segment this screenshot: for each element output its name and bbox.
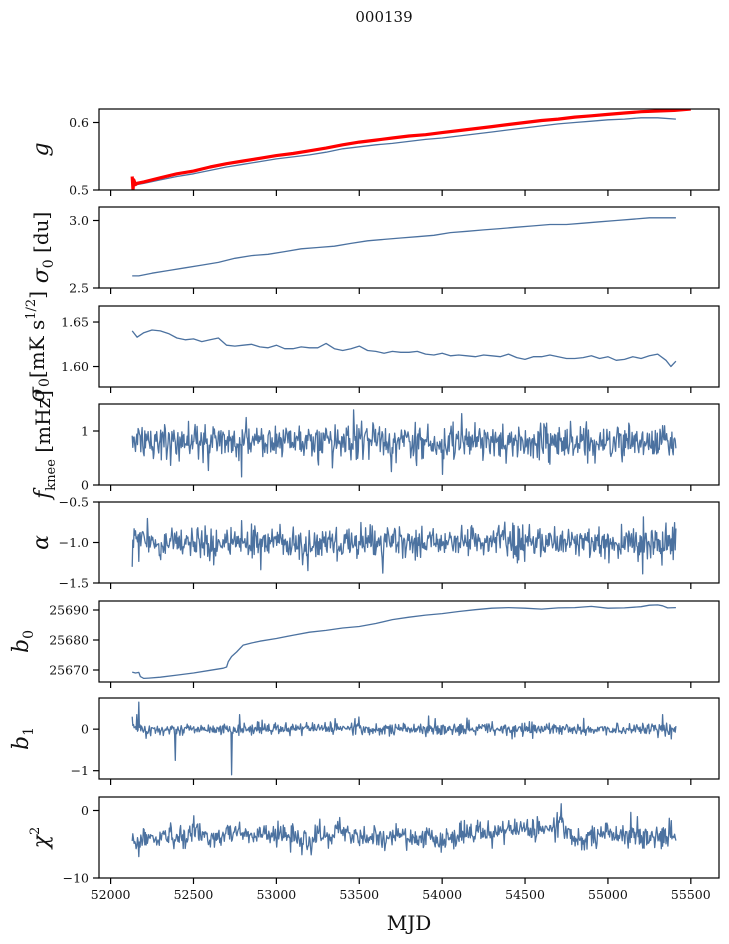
y-label-subscript: 0 [21, 630, 37, 639]
x-tick-label: 52000 [91, 887, 131, 902]
y-label-superscript: 2 [28, 827, 43, 835]
y-axis-label: b1 [9, 727, 37, 750]
panel-frame [98, 600, 720, 683]
y-tick-label: 1 [81, 424, 89, 439]
series-line-sigma0-mk [131, 329, 677, 368]
y-label-symbol: χ [29, 833, 54, 850]
series-line-b0 [132, 604, 676, 680]
y-label-units: [du] [29, 212, 53, 260]
y-label-subscript: 1 [21, 727, 37, 736]
y-label-superscript: 1/2 [24, 299, 39, 320]
panel-frame [98, 403, 720, 486]
y-label-symbol: b [9, 639, 34, 653]
y-tick-label: −10 [63, 871, 89, 886]
y-tick-label: −1 [71, 763, 89, 778]
y-label-symbol: b [9, 736, 34, 750]
y-label-symbol: σ [25, 386, 50, 402]
y-tick-label: −1.0 [59, 535, 89, 550]
series-line-fknee [131, 409, 677, 478]
y-axis-label: g [29, 142, 54, 156]
y-label-symbol: α [29, 535, 54, 550]
series-line-gain-red- [130, 109, 691, 190]
y-label-units: [mHz] [31, 390, 55, 459]
y-tick-label: 1.60 [61, 359, 89, 374]
y-tick-label: 25690 [49, 603, 89, 618]
y-axis-label: χ2 [28, 827, 54, 851]
figure-title: 000139 [355, 8, 412, 26]
x-tick-label: 54000 [422, 887, 462, 902]
y-axis-label: b0 [9, 630, 37, 653]
y-tick-label: 0 [81, 478, 89, 493]
y-label-subscript: knee [44, 459, 59, 491]
x-tick-label: 52500 [174, 887, 214, 902]
series-line-b1 [131, 701, 677, 776]
panel-frame [98, 108, 720, 191]
y-axis-label: σ0[mK s1/2] [24, 291, 53, 402]
y-tick-label: 0.5 [69, 183, 89, 198]
series-line-gain [132, 117, 676, 186]
y-tick-label: 0 [81, 722, 89, 737]
y-axis-label: α [29, 535, 54, 550]
y-tick-label: 0.6 [69, 115, 89, 130]
y-label-bracket: ] [25, 291, 49, 299]
y-label-subscript: 0 [41, 259, 57, 268]
panel-4: 0 1 fknee [mHz] [31, 390, 720, 501]
panel-1: 0.5 0.6 g [29, 108, 720, 198]
x-tick-label: 55500 [671, 887, 711, 902]
x-axis-label: MJD [387, 911, 432, 935]
y-axis-label: σ0 [du] [29, 212, 57, 284]
y-label-units: [mK s [25, 320, 49, 378]
y-tick-label: 25680 [49, 633, 89, 648]
panel-5: −1.5 −1.0 −0.5 α [29, 495, 720, 591]
y-tick-label: 25670 [49, 663, 89, 678]
y-label-symbol: σ [29, 267, 54, 283]
panel-2: 2.5 3.0 σ0 [du] [29, 206, 720, 296]
panel-6: 25670 25680 25690 b0 [9, 600, 720, 688]
y-label-subscript: 0 [37, 378, 53, 387]
y-axis-label: fknee [mHz] [31, 390, 59, 501]
panel-7: −1 0 b1 [9, 697, 720, 785]
y-tick-label: 3.0 [69, 213, 89, 228]
y-tick-label: 1.65 [61, 315, 89, 330]
series-line-sigma0-du [132, 217, 676, 277]
panel-8: 52000 52500 53000 53500 54000 54500 55000 55500… [28, 796, 720, 902]
x-tick-label: 54500 [505, 887, 545, 902]
panel-frame [98, 305, 720, 388]
y-tick-label: 2.5 [69, 281, 89, 296]
panel-frame [98, 697, 720, 780]
series-line-chi2 [131, 803, 677, 858]
x-tick-label: 53000 [256, 887, 296, 902]
panel-frame [98, 796, 720, 879]
y-tick-label: −0.5 [59, 495, 89, 510]
panel-frame [98, 206, 720, 289]
y-tick-label: −1.5 [59, 576, 89, 591]
y-tick-label: 0 [81, 803, 89, 818]
series-line-alpha [131, 516, 677, 575]
y-label-symbol: g [29, 142, 54, 156]
panel-3: 1.60 1.65 σ0[mK s1/2] [24, 291, 720, 402]
x-tick-label: 53500 [339, 887, 379, 902]
x-tick-label: 55000 [588, 887, 628, 902]
